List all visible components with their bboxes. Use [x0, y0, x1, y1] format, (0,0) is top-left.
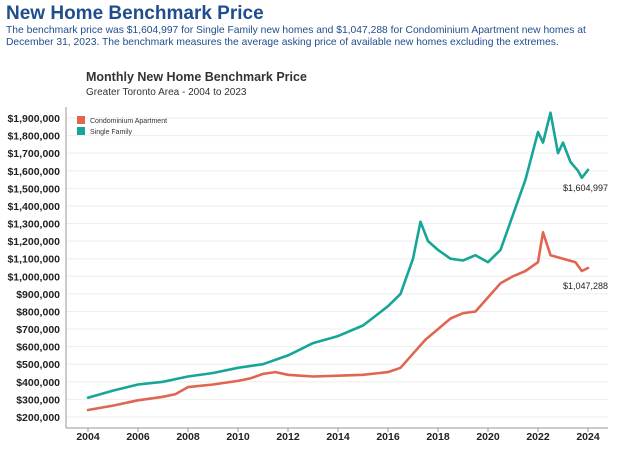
y-tick-label: $700,000 [16, 324, 60, 336]
x-tick-label: 2024 [576, 431, 600, 443]
x-tick-label: 2016 [376, 431, 400, 443]
legend: Condominium Apartment Single Family [77, 116, 167, 136]
x-tick-label: 2020 [476, 431, 500, 443]
y-tick-label: $1,300,000 [7, 219, 60, 231]
y-tick-label: $300,000 [16, 394, 60, 406]
y-tick-label: $900,000 [16, 289, 60, 301]
y-tick-label: $400,000 [16, 377, 60, 389]
page-title: New Home Benchmark Price [6, 3, 264, 24]
y-tick-label: $800,000 [16, 306, 60, 318]
series-lines [86, 111, 590, 412]
x-tick-label: 2004 [76, 431, 100, 443]
x-tick-label: 2012 [276, 431, 300, 443]
x-tick-label: 2010 [226, 431, 250, 443]
x-tick-label: 2022 [526, 431, 550, 443]
legend-swatch-condominium-apartment [77, 116, 85, 124]
y-tick-label: $600,000 [16, 342, 60, 354]
x-tick-label: 2018 [426, 431, 450, 443]
chart-title: Monthly New Home Benchmark Price [86, 70, 307, 84]
y-tick-label: $1,700,000 [7, 148, 60, 160]
legend-label-single-family: Single Family [90, 129, 133, 136]
x-tick-label: 2006 [126, 431, 150, 443]
y-tick-label: $1,200,000 [7, 236, 60, 248]
series-line-condominium-apartment [86, 231, 590, 412]
axes: $200,000 $300,000 $400,000 $500,000 $600,000… [7, 107, 608, 443]
end-label-condominium-apartment: $1,047,288 [563, 281, 608, 291]
legend-label-condominium-apartment: Condominium Apartment [90, 118, 167, 125]
series-line-single-family [86, 111, 590, 400]
y-tick-label: $1,400,000 [7, 201, 60, 213]
y-tick-label: $1,000,000 [7, 271, 60, 283]
x-tick-label: 2014 [326, 431, 350, 443]
y-tick-label: $500,000 [16, 359, 60, 371]
y-tick-label: $1,800,000 [7, 131, 60, 143]
grid-lines [66, 117, 608, 418]
y-tick-label: $1,600,000 [7, 166, 60, 178]
page-description: The benchmark price was $1,604,997 for S… [6, 25, 586, 48]
legend-swatch-single-family [77, 127, 85, 135]
x-tick-label: 2008 [176, 431, 200, 443]
end-label-single-family: $1,604,997 [563, 183, 608, 193]
y-tick-label: $200,000 [16, 412, 60, 424]
y-tick-label: $1,100,000 [7, 254, 60, 266]
y-tick-label: $1,900,000 [7, 113, 60, 125]
chart-subtitle: Greater Toronto Area - 2004 to 2023 [86, 87, 247, 98]
y-tick-label: $1,500,000 [7, 183, 60, 195]
